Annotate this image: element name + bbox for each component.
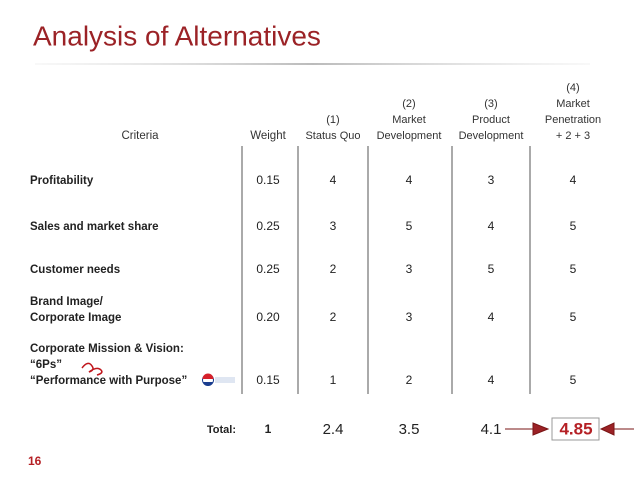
cell-value: 1 bbox=[330, 373, 337, 387]
coke-logo bbox=[81, 362, 103, 376]
arrow-right bbox=[505, 422, 550, 436]
cell-value: 5 bbox=[488, 262, 495, 276]
column-header: + 2 + 3 bbox=[556, 130, 590, 142]
column-header: Criteria bbox=[121, 130, 159, 142]
total-value: 4.1 bbox=[481, 421, 502, 438]
criteria-label: Brand Image/ bbox=[30, 296, 104, 308]
total-value: 3.5 bbox=[399, 421, 420, 438]
column-header: Penetration bbox=[545, 114, 601, 126]
pepsi-logo bbox=[202, 373, 235, 386]
column-header: Status Quo bbox=[305, 130, 360, 142]
arrow-left bbox=[599, 422, 634, 436]
cell-value: 4 bbox=[406, 173, 413, 187]
cell-value: 2 bbox=[330, 310, 337, 324]
cell-value: 5 bbox=[570, 373, 577, 387]
cell-value: 4 bbox=[488, 310, 495, 324]
cell-value: 0.25 bbox=[256, 219, 280, 233]
criteria-label: Profitability bbox=[30, 175, 94, 187]
cell-value: 5 bbox=[570, 262, 577, 276]
title-rule bbox=[35, 63, 590, 65]
criteria-label: Corporate Image bbox=[30, 312, 121, 324]
cell-value: 0.15 bbox=[256, 373, 280, 387]
cell-value: 4 bbox=[488, 219, 495, 233]
cell-value: 0.20 bbox=[256, 310, 280, 324]
cell-value: 4 bbox=[330, 173, 337, 187]
cell-value: 5 bbox=[570, 219, 577, 233]
cell-value: 4 bbox=[570, 173, 577, 187]
column-header: (2) bbox=[402, 98, 415, 110]
cell-value: 2 bbox=[330, 262, 337, 276]
cell-value: 2 bbox=[406, 373, 413, 387]
criteria-label: Corporate Mission & Vision: bbox=[30, 343, 184, 355]
cell-value: 4 bbox=[488, 373, 495, 387]
cell-value: 0.15 bbox=[256, 173, 280, 187]
total-value: 2.4 bbox=[323, 421, 344, 438]
title: Analysis of Alternatives bbox=[33, 20, 321, 51]
column-header: Market bbox=[392, 114, 426, 126]
criteria-label: Sales and market share bbox=[30, 221, 159, 233]
cell-value: 3 bbox=[488, 173, 495, 187]
column-header: Product bbox=[472, 114, 510, 126]
highlight-box bbox=[551, 417, 600, 441]
total-value: 1 bbox=[265, 422, 272, 436]
column-header: (1) bbox=[326, 114, 339, 126]
column-header: (3) bbox=[484, 98, 497, 110]
cell-value: 5 bbox=[570, 310, 577, 324]
total-highlight: 4.85 bbox=[559, 419, 592, 438]
column-header: Weight bbox=[250, 130, 286, 142]
cell-value: 0.25 bbox=[256, 262, 280, 276]
column-header: Development bbox=[459, 130, 524, 142]
page-number: 16 bbox=[28, 454, 42, 468]
column-header: Market bbox=[556, 98, 590, 110]
column-header: (4) bbox=[566, 82, 579, 94]
criteria-label: “6Ps” bbox=[30, 359, 62, 371]
column-header: Development bbox=[377, 130, 442, 142]
total-label: Total: bbox=[207, 424, 236, 436]
criteria-label: “Performance with Purpose” bbox=[30, 375, 187, 387]
cell-value: 3 bbox=[406, 262, 413, 276]
cell-value: 3 bbox=[406, 310, 413, 324]
cell-value: 5 bbox=[406, 219, 413, 233]
cell-value: 3 bbox=[330, 219, 337, 233]
criteria-label: Customer needs bbox=[30, 264, 120, 276]
